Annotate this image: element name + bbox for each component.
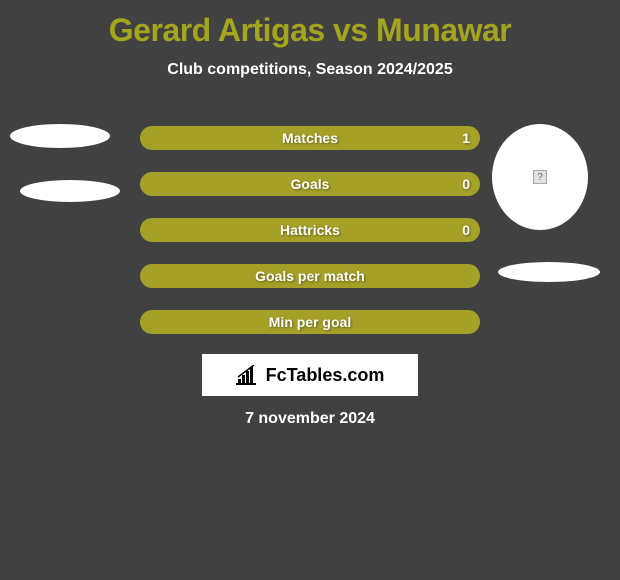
decorative-ellipse-left-2 bbox=[20, 180, 120, 202]
player-avatar-placeholder: ? bbox=[492, 124, 588, 230]
stat-value: 1 bbox=[462, 130, 470, 146]
stat-label: Goals per match bbox=[255, 268, 365, 284]
stat-value: 0 bbox=[462, 176, 470, 192]
brand-footer: FcTables.com bbox=[202, 354, 418, 396]
decorative-ellipse-left-1 bbox=[10, 124, 110, 148]
page-title: Gerard Artigas vs Munawar bbox=[0, 0, 620, 49]
stat-label: Hattricks bbox=[280, 222, 340, 238]
decorative-ellipse-right bbox=[498, 262, 600, 282]
bar-chart-icon bbox=[236, 365, 260, 385]
stat-bar-matches: Matches 1 bbox=[140, 126, 480, 150]
stat-label: Min per goal bbox=[269, 314, 351, 330]
stat-bar-min-per-goal: Min per goal bbox=[140, 310, 480, 334]
stat-value: 0 bbox=[462, 222, 470, 238]
subtitle: Club competitions, Season 2024/2025 bbox=[0, 61, 620, 79]
stat-label: Goals bbox=[291, 176, 330, 192]
brand-name: FcTables.com bbox=[266, 365, 385, 386]
stats-container: Matches 1 Goals 0 Hattricks 0 Goals per … bbox=[140, 126, 480, 356]
date-label: 7 november 2024 bbox=[0, 410, 620, 428]
stat-label: Matches bbox=[282, 130, 338, 146]
stat-bar-hattricks: Hattricks 0 bbox=[140, 218, 480, 242]
stat-bar-goals: Goals 0 bbox=[140, 172, 480, 196]
missing-image-icon: ? bbox=[533, 170, 547, 184]
stat-bar-goals-per-match: Goals per match bbox=[140, 264, 480, 288]
